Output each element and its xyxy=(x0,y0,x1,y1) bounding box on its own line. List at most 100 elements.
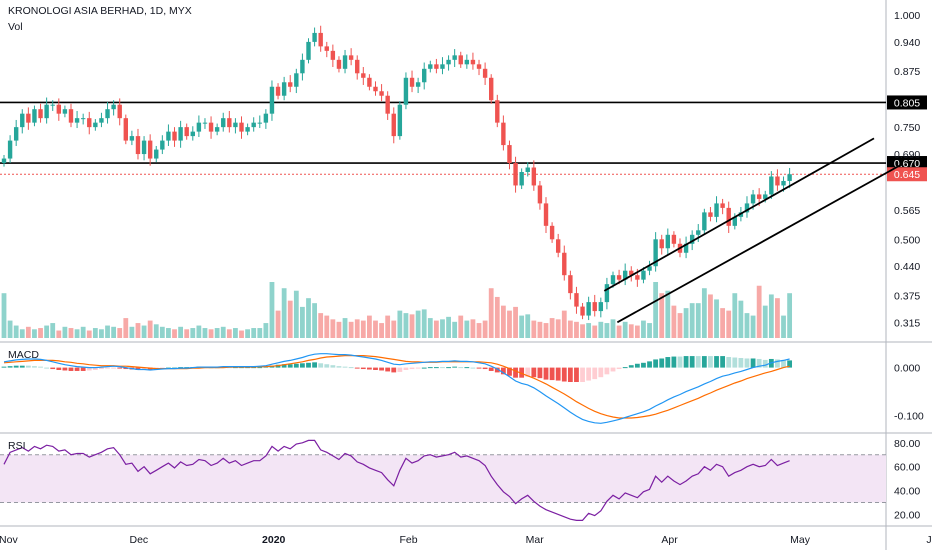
macd-histogram-bar xyxy=(586,367,592,381)
volume-bar xyxy=(720,308,726,338)
volume-bar xyxy=(446,316,451,338)
candle-body xyxy=(391,113,396,137)
volume-bar xyxy=(336,321,342,338)
volume-bar xyxy=(330,319,336,338)
volume-bar xyxy=(373,320,378,338)
candle-body xyxy=(80,118,86,120)
volume-bar xyxy=(781,315,786,338)
candle-body xyxy=(671,234,677,244)
macd-histogram-bar xyxy=(555,367,561,381)
volume-bar xyxy=(555,319,561,338)
candle-body xyxy=(568,275,573,294)
volume-bar xyxy=(458,315,464,338)
candle-body xyxy=(555,239,561,253)
candle-body xyxy=(342,55,348,69)
macd-plot xyxy=(1,353,793,424)
macd-histogram-bar xyxy=(488,367,494,371)
candle-body xyxy=(99,118,104,123)
candle-body xyxy=(482,68,488,78)
candle-body xyxy=(452,55,457,60)
trend-channel[interactable] xyxy=(603,137,901,324)
macd-histogram-bar xyxy=(13,365,19,368)
macd-histogram-bar xyxy=(50,367,56,370)
volume-bar xyxy=(208,329,214,338)
volume-bar xyxy=(214,328,220,338)
candle-body xyxy=(629,270,634,276)
candle-body xyxy=(141,140,147,155)
macd-histogram-bar xyxy=(385,367,391,372)
volume-bar xyxy=(440,319,445,338)
volume-bar xyxy=(391,320,397,338)
volume-bar xyxy=(671,305,677,338)
macd-histogram-bar xyxy=(458,367,464,369)
volume-bar xyxy=(99,329,104,338)
price-tick-label: 1.000 xyxy=(894,10,920,22)
candle-body xyxy=(263,113,269,123)
macd-histogram-bar xyxy=(750,358,756,368)
volume-bar xyxy=(762,305,768,338)
candle-body xyxy=(750,194,756,204)
macd-histogram-bar xyxy=(44,367,50,369)
macd-histogram-bar xyxy=(421,367,427,369)
macd-histogram-bar xyxy=(105,367,110,369)
candle-body xyxy=(251,122,256,128)
candle-body xyxy=(74,118,80,123)
price-tick-label: 0.875 xyxy=(894,66,920,78)
macd-histogram-bar xyxy=(111,367,117,369)
time-tick-label: Mar xyxy=(526,534,545,546)
rsi-tick-label: 60.00 xyxy=(894,462,920,474)
candle-body xyxy=(196,122,202,132)
volume-bar xyxy=(117,328,123,338)
macd-histogram-bar xyxy=(574,367,579,382)
candle-body xyxy=(62,109,68,114)
candle-body xyxy=(44,104,49,119)
candle-body xyxy=(154,149,159,159)
candle-body xyxy=(708,212,713,217)
candle-body xyxy=(32,109,37,123)
volume-bar xyxy=(470,319,476,338)
volume-bar xyxy=(196,325,202,338)
candle-body xyxy=(781,180,786,186)
candle-body xyxy=(415,82,421,87)
volume-bar xyxy=(318,313,324,338)
volume-bar xyxy=(38,328,43,338)
candle-body xyxy=(756,194,762,199)
volume-bar xyxy=(695,303,701,338)
candle-body xyxy=(659,239,664,249)
candle-body xyxy=(129,136,135,141)
volume-bar xyxy=(738,300,744,338)
volume-bar xyxy=(622,321,628,338)
macd-histogram-bar xyxy=(464,367,470,369)
candle-body xyxy=(245,127,250,132)
channel-upper-line xyxy=(603,137,875,292)
volume-bar xyxy=(166,328,171,338)
volume-bar xyxy=(427,318,433,338)
candle-body xyxy=(13,127,19,141)
macd-histogram-bar xyxy=(781,360,786,368)
volume-bar xyxy=(586,323,592,338)
candle-body xyxy=(87,118,92,128)
candle-body xyxy=(495,100,500,123)
volume-bar xyxy=(153,324,159,338)
macd-histogram-bar xyxy=(452,366,458,368)
price-tick-label: 0.375 xyxy=(894,290,920,302)
candle-body xyxy=(586,302,591,316)
macd-histogram-bar xyxy=(62,367,68,371)
macd-histogram-bar xyxy=(354,367,360,369)
candle-body xyxy=(318,32,323,47)
volume-bars xyxy=(1,282,793,338)
volume-bar xyxy=(665,290,671,338)
volume-bar xyxy=(74,329,80,338)
macd-histogram-bar xyxy=(99,367,104,370)
time-tick-label: Nov xyxy=(0,534,18,546)
macd-histogram-bar xyxy=(306,362,311,368)
macd-histogram-bar xyxy=(641,362,646,368)
candle-body xyxy=(537,185,543,204)
candle-body xyxy=(696,230,701,235)
macd-histogram-bar xyxy=(379,367,384,371)
volume-bar xyxy=(86,330,92,338)
rsi-plot xyxy=(3,439,790,521)
volume-bar xyxy=(141,325,147,338)
